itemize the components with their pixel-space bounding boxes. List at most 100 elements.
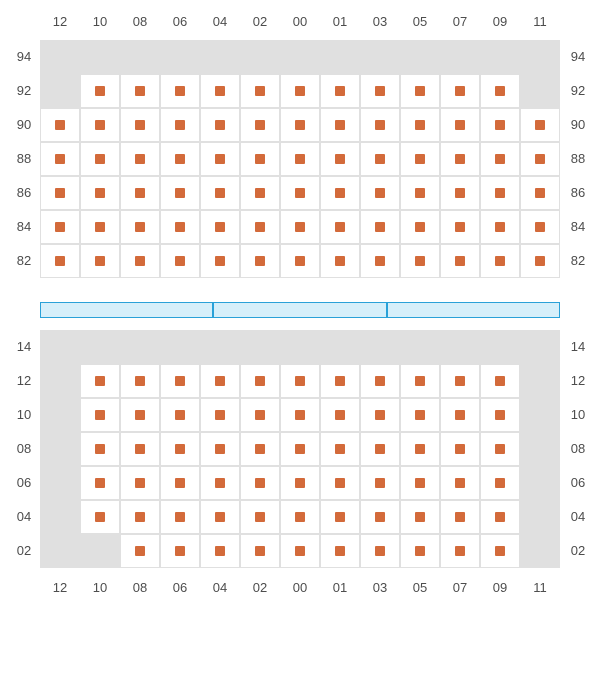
seat-marker[interactable] (455, 256, 465, 266)
seat-marker[interactable] (495, 376, 505, 386)
seat-marker[interactable] (415, 512, 425, 522)
seat-marker[interactable] (95, 512, 105, 522)
seat-marker[interactable] (135, 86, 145, 96)
seat-marker[interactable] (215, 410, 225, 420)
seat-marker[interactable] (495, 256, 505, 266)
seat-marker[interactable] (455, 376, 465, 386)
seat-marker[interactable] (255, 188, 265, 198)
seat-marker[interactable] (255, 222, 265, 232)
seat-marker[interactable] (495, 512, 505, 522)
seat-marker[interactable] (95, 376, 105, 386)
seat-marker[interactable] (375, 188, 385, 198)
seat-marker[interactable] (215, 512, 225, 522)
seat-marker[interactable] (375, 256, 385, 266)
seat-marker[interactable] (415, 546, 425, 556)
seat-marker[interactable] (175, 222, 185, 232)
seat-marker[interactable] (295, 154, 305, 164)
seat-marker[interactable] (95, 188, 105, 198)
seat-marker[interactable] (415, 188, 425, 198)
seat-marker[interactable] (55, 188, 65, 198)
seat-marker[interactable] (135, 410, 145, 420)
seat-marker[interactable] (215, 376, 225, 386)
seat-marker[interactable] (375, 546, 385, 556)
seat-marker[interactable] (295, 546, 305, 556)
seat-marker[interactable] (375, 120, 385, 130)
seat-marker[interactable] (375, 154, 385, 164)
seat-marker[interactable] (255, 444, 265, 454)
seat-marker[interactable] (135, 376, 145, 386)
seat-marker[interactable] (175, 546, 185, 556)
seat-marker[interactable] (455, 444, 465, 454)
seat-marker[interactable] (535, 188, 545, 198)
seat-marker[interactable] (375, 376, 385, 386)
seat-marker[interactable] (175, 188, 185, 198)
seat-marker[interactable] (415, 410, 425, 420)
seat-marker[interactable] (135, 444, 145, 454)
seat-marker[interactable] (175, 444, 185, 454)
seat-marker[interactable] (295, 222, 305, 232)
seat-marker[interactable] (255, 478, 265, 488)
seat-marker[interactable] (95, 222, 105, 232)
seat-marker[interactable] (535, 120, 545, 130)
seat-marker[interactable] (455, 478, 465, 488)
seat-marker[interactable] (455, 222, 465, 232)
seat-marker[interactable] (295, 86, 305, 96)
seat-marker[interactable] (495, 478, 505, 488)
seat-marker[interactable] (335, 410, 345, 420)
seat-marker[interactable] (335, 478, 345, 488)
seat-marker[interactable] (95, 478, 105, 488)
seat-marker[interactable] (175, 478, 185, 488)
seat-marker[interactable] (495, 546, 505, 556)
seat-marker[interactable] (295, 256, 305, 266)
seat-marker[interactable] (455, 512, 465, 522)
seat-marker[interactable] (335, 546, 345, 556)
seat-marker[interactable] (335, 444, 345, 454)
seat-marker[interactable] (335, 376, 345, 386)
seat-marker[interactable] (335, 512, 345, 522)
seat-marker[interactable] (455, 410, 465, 420)
seat-marker[interactable] (255, 120, 265, 130)
seat-marker[interactable] (95, 444, 105, 454)
seat-marker[interactable] (175, 86, 185, 96)
seat-marker[interactable] (495, 120, 505, 130)
seat-marker[interactable] (215, 188, 225, 198)
seat-marker[interactable] (135, 256, 145, 266)
seat-marker[interactable] (335, 86, 345, 96)
seat-marker[interactable] (175, 120, 185, 130)
seat-marker[interactable] (215, 222, 225, 232)
seat-marker[interactable] (375, 478, 385, 488)
seat-marker[interactable] (95, 120, 105, 130)
seat-marker[interactable] (95, 256, 105, 266)
seat-marker[interactable] (135, 120, 145, 130)
seat-marker[interactable] (335, 120, 345, 130)
seat-marker[interactable] (415, 154, 425, 164)
seat-marker[interactable] (335, 256, 345, 266)
seat-marker[interactable] (335, 222, 345, 232)
seat-marker[interactable] (415, 86, 425, 96)
seat-marker[interactable] (55, 222, 65, 232)
seat-marker[interactable] (535, 256, 545, 266)
seat-marker[interactable] (295, 444, 305, 454)
seat-marker[interactable] (415, 444, 425, 454)
seat-marker[interactable] (495, 222, 505, 232)
seat-marker[interactable] (215, 444, 225, 454)
seat-marker[interactable] (415, 376, 425, 386)
seat-marker[interactable] (175, 376, 185, 386)
seat-marker[interactable] (295, 410, 305, 420)
seat-marker[interactable] (495, 444, 505, 454)
seat-marker[interactable] (455, 120, 465, 130)
seat-marker[interactable] (135, 546, 145, 556)
seat-marker[interactable] (215, 478, 225, 488)
seat-marker[interactable] (255, 410, 265, 420)
seat-marker[interactable] (175, 410, 185, 420)
seat-marker[interactable] (535, 154, 545, 164)
seat-marker[interactable] (175, 256, 185, 266)
seat-marker[interactable] (375, 444, 385, 454)
seat-marker[interactable] (415, 256, 425, 266)
seat-marker[interactable] (255, 86, 265, 96)
seat-marker[interactable] (175, 512, 185, 522)
seat-marker[interactable] (135, 154, 145, 164)
seat-marker[interactable] (415, 222, 425, 232)
seat-marker[interactable] (255, 546, 265, 556)
seat-marker[interactable] (55, 120, 65, 130)
